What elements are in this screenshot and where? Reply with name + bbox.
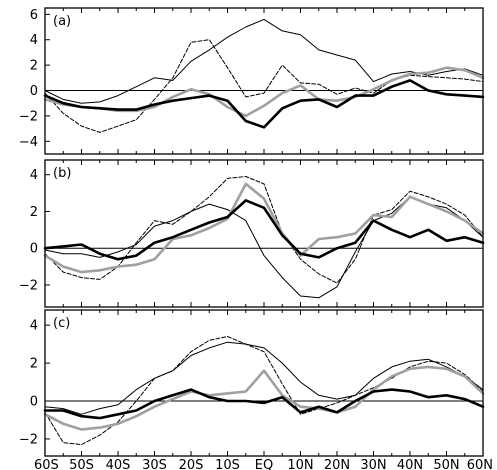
series-line-thin-solid: [44, 341, 484, 415]
panel-label: (c): [53, 316, 70, 331]
series-line-thin-solid: [44, 196, 484, 299]
x-tick-label: 40N: [397, 458, 423, 470]
y-tick-label: −2: [19, 432, 38, 447]
x-tick-label: 20S: [179, 458, 204, 470]
panel-label: (a): [53, 14, 71, 29]
y-tick-label: 2: [30, 205, 38, 220]
panel-frame: [44, 7, 484, 155]
x-tick-label: 10N: [287, 458, 313, 470]
series-line-thick-black: [43, 388, 485, 420]
x-tick-label: 50N: [433, 458, 459, 470]
y-tick-label: 0: [30, 84, 38, 99]
y-tick-label: 0: [30, 395, 38, 410]
series-line-thick-gray: [43, 182, 485, 274]
series-line-thick-gray: [43, 365, 485, 431]
panels-group: −4 −2 0 2 4 6 (a) −2 0 2 4 (b) −2 0 2 4 (c) 60S 50S 40S 30S 2…: [19, 7, 493, 470]
x-tick-label: 20N: [324, 458, 350, 470]
x-tick-label: EQ: [255, 458, 273, 470]
series-line-thick-black: [43, 79, 485, 129]
y-tick-label: −4: [19, 135, 38, 150]
panel-label: (b): [53, 166, 71, 181]
series-line-dashed: [44, 336, 484, 446]
x-tick-label: 30S: [142, 458, 167, 470]
x-tick-label: 60N: [467, 458, 493, 470]
panel-3: −2 0 2 4 (c) 60S 50S 40S 30S 20S 10S EQ 10N 20N 30N 40N…: [19, 309, 493, 470]
x-tick-label: 10S: [215, 458, 240, 470]
y-tick-label: 0: [30, 242, 38, 257]
x-tick-label: 60S: [34, 458, 59, 470]
y-tick-label: 2: [30, 357, 38, 372]
panel-frame: [44, 309, 484, 457]
y-tick-label: 4: [30, 33, 38, 48]
y-tick-label: −2: [19, 278, 38, 293]
panel-2: −2 0 2 4 (b): [19, 159, 485, 308]
panel-1: −4 −2 0 2 4 6 (a): [19, 7, 485, 155]
series-line-thick-black: [43, 199, 485, 261]
series-line-dashed: [44, 39, 484, 133]
x-tick-label: 40S: [106, 458, 131, 470]
y-tick-label: 4: [30, 319, 38, 334]
x-tick-label: 30N: [360, 458, 386, 470]
series-line-thin-solid: [44, 18, 484, 104]
x-tick-label: 50S: [69, 458, 94, 470]
y-tick-label: −2: [19, 109, 38, 124]
y-tick-label: 4: [30, 168, 38, 183]
y-tick-label: 6: [30, 8, 38, 23]
y-tick-label: 2: [30, 59, 38, 74]
